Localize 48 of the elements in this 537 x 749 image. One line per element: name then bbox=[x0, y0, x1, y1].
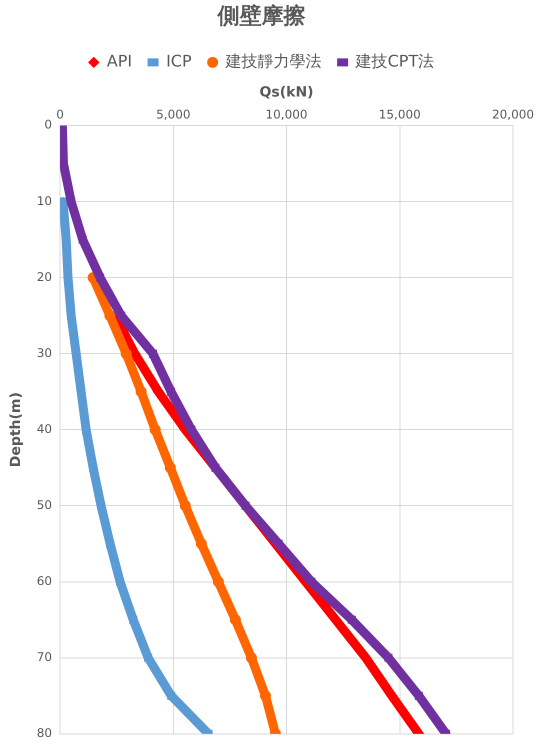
point bbox=[167, 692, 176, 700]
point bbox=[180, 500, 191, 512]
x-tick-label: 0 bbox=[56, 108, 64, 122]
point bbox=[307, 578, 316, 586]
point bbox=[196, 538, 207, 550]
point bbox=[136, 386, 147, 398]
y-tick-label: 80 bbox=[36, 726, 52, 740]
y-tick-label: 40 bbox=[36, 422, 52, 436]
x-tick-label: 20,000 bbox=[492, 108, 534, 122]
y-tick-label: 10 bbox=[36, 194, 52, 208]
x-tick-label: 10,000 bbox=[266, 108, 308, 122]
legend-label: API bbox=[106, 52, 132, 71]
legend-label: 建技CPT法 bbox=[354, 52, 434, 71]
point bbox=[164, 462, 176, 474]
point bbox=[144, 654, 152, 662]
point bbox=[246, 652, 257, 664]
point bbox=[78, 236, 87, 244]
point bbox=[96, 274, 104, 282]
point bbox=[260, 690, 271, 702]
point bbox=[348, 616, 356, 624]
point bbox=[129, 616, 138, 624]
x-tick-label: 5,000 bbox=[156, 108, 190, 122]
point bbox=[187, 426, 196, 434]
point bbox=[242, 502, 250, 510]
point bbox=[384, 654, 392, 662]
point bbox=[104, 310, 116, 322]
point bbox=[150, 424, 161, 436]
point bbox=[414, 692, 423, 700]
point bbox=[148, 350, 157, 358]
y-tick-label: 30 bbox=[36, 346, 52, 360]
y-tick-label: 0 bbox=[44, 118, 52, 132]
point bbox=[120, 348, 132, 360]
y-tick-label: 60 bbox=[36, 574, 52, 588]
legend-label: ICP bbox=[166, 52, 192, 71]
x-axis-title: Qs(kN) bbox=[260, 84, 314, 100]
y-tick-label: 50 bbox=[36, 498, 52, 512]
chart-title: 側壁摩擦 bbox=[216, 2, 306, 29]
y-tick-label: 70 bbox=[36, 650, 52, 664]
point bbox=[117, 312, 126, 320]
point bbox=[167, 388, 176, 396]
point bbox=[230, 614, 241, 626]
point bbox=[274, 540, 283, 548]
point bbox=[211, 464, 220, 472]
y-tick-label: 20 bbox=[36, 270, 52, 284]
y-axis-title: Depth(m) bbox=[8, 392, 24, 468]
legend-label: 建技靜力學法 bbox=[224, 52, 322, 71]
point bbox=[212, 576, 224, 588]
x-tick-label: 15,000 bbox=[378, 108, 421, 122]
